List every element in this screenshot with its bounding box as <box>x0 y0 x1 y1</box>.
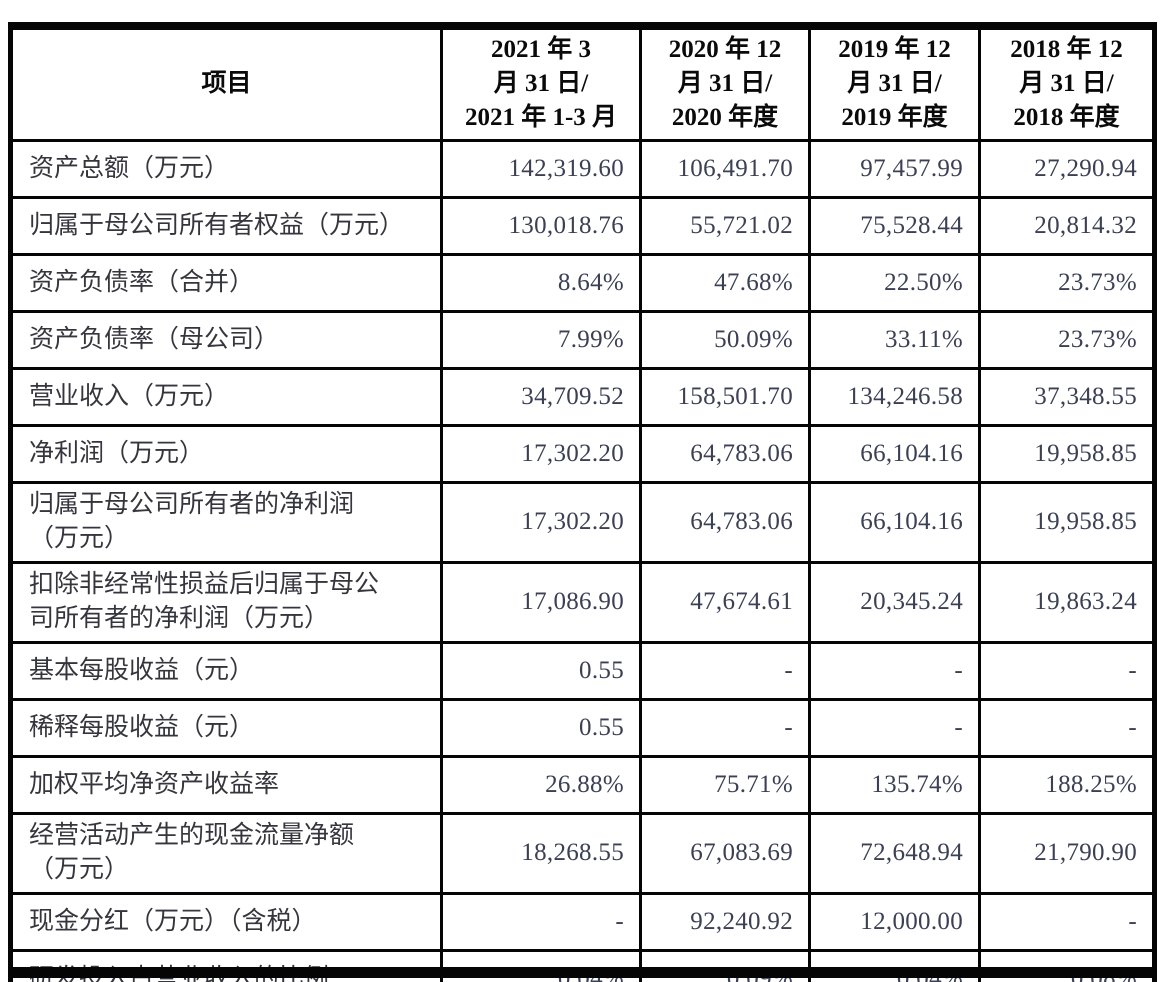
cell-value: 158,501.70 <box>639 366 811 427</box>
table-row-basic-eps: 基本每股收益（元） 0.55 - - - <box>9 640 1156 701</box>
cell-value: 97,457.99 <box>808 138 981 199</box>
table-row-weighted-avg-roe: 加权平均净资产收益率 26.88% 75.71% 135.74% 188.25% <box>9 754 1156 815</box>
cell-value: 130,018.76 <box>440 195 642 256</box>
cell-value: 72,648.94 <box>808 811 981 895</box>
cell-value: 12,000.00 <box>808 891 981 952</box>
cell-value: 20,345.24 <box>808 560 981 644</box>
cell-value: 17,302.20 <box>440 423 642 484</box>
cell-value: - <box>978 891 1156 952</box>
cell-value: 135.74% <box>808 754 981 815</box>
table-header-row: 项目 2021 年 3 月 31 日/ 2021 年 1-3 月 2020 年 … <box>9 24 1156 142</box>
cell-value: - <box>978 640 1156 701</box>
col-header-2018: 2018 年 12 月 31 日/ 2018 年度 <box>978 24 1156 142</box>
table-bottom-rule <box>8 967 1156 978</box>
cell-value: 7.99% <box>440 309 642 370</box>
col-header-2019: 2019 年 12 月 31 日/ 2019 年度 <box>808 24 981 142</box>
cell-value: 18,268.55 <box>440 811 642 895</box>
table-row-debt-ratio-consolidated: 资产负债率（合并） 8.64% 47.68% 22.50% 23.73% <box>9 252 1156 313</box>
row-label: 稀释每股收益（元） <box>9 697 443 758</box>
cell-value: 8.64% <box>440 252 642 313</box>
row-label: 净利润（万元） <box>9 423 443 484</box>
cell-value: - <box>978 697 1156 758</box>
table-row-revenue: 营业收入（万元） 34,709.52 158,501.70 134,246.58… <box>9 366 1156 427</box>
cell-value: 21,790.90 <box>978 811 1156 895</box>
col-header-2020: 2020 年 12 月 31 日/ 2020 年度 <box>639 24 811 142</box>
row-label: 扣除非经常性损益后归属于母公 司所有者的净利润（万元） <box>9 560 443 644</box>
col-header-2021: 2021 年 3 月 31 日/ 2021 年 1-3 月 <box>440 24 642 142</box>
cell-value: 50.09% <box>639 309 811 370</box>
table-row-parent-equity: 归属于母公司所有者权益（万元） 130,018.76 55,721.02 75,… <box>9 195 1156 256</box>
cell-value: 19,958.85 <box>978 423 1156 484</box>
col-header-item: 项目 <box>9 24 443 142</box>
cell-value: 37,348.55 <box>978 366 1156 427</box>
table-row-net-profit: 净利润（万元） 17,302.20 64,783.06 66,104.16 19… <box>9 423 1156 484</box>
cell-value: 188.25% <box>978 754 1156 815</box>
financial-summary-table: 项目 2021 年 3 月 31 日/ 2021 年 1-3 月 2020 年 … <box>8 22 1157 982</box>
cell-value: 75,528.44 <box>808 195 981 256</box>
cell-value: 22.50% <box>808 252 981 313</box>
row-label: 归属于母公司所有者权益（万元） <box>9 195 443 256</box>
table-row-operating-cash-flow: 经营活动产生的现金流量净额 （万元） 18,268.55 67,083.69 7… <box>9 811 1156 895</box>
cell-value: 0.55 <box>440 640 642 701</box>
table-row-diluted-eps: 稀释每股收益（元） 0.55 - - - <box>9 697 1156 758</box>
cell-value: 92,240.92 <box>639 891 811 952</box>
cell-value: 17,086.90 <box>440 560 642 644</box>
cell-value: 26.88% <box>440 754 642 815</box>
cell-value: 75.71% <box>639 754 811 815</box>
cell-value: - <box>808 640 981 701</box>
table-row-debt-ratio-parent: 资产负债率（母公司） 7.99% 50.09% 33.11% 23.73% <box>9 309 1156 370</box>
row-label: 营业收入（万元） <box>9 366 443 427</box>
cell-value: 47,674.61 <box>639 560 811 644</box>
cell-value: 64,783.06 <box>639 423 811 484</box>
table-row-net-profit-excl-nonrecurring: 扣除非经常性损益后归属于母公 司所有者的净利润（万元） 17,086.90 47… <box>9 560 1156 644</box>
cell-value: 67,083.69 <box>639 811 811 895</box>
cell-value: 34,709.52 <box>440 366 642 427</box>
row-label: 加权平均净资产收益率 <box>9 754 443 815</box>
cell-value: - <box>808 697 981 758</box>
cell-value: 19,863.24 <box>978 560 1156 644</box>
row-label: 资产负债率（合并） <box>9 252 443 313</box>
cell-value: 142,319.60 <box>440 138 642 199</box>
cell-value: 33.11% <box>808 309 981 370</box>
cell-value: 47.68% <box>639 252 811 313</box>
cell-value: 27,290.94 <box>978 138 1156 199</box>
cell-value: - <box>639 697 811 758</box>
cell-value: 66,104.16 <box>808 480 981 564</box>
cell-value: 106,491.70 <box>639 138 811 199</box>
row-label: 经营活动产生的现金流量净额 （万元） <box>9 811 443 895</box>
cell-value: 66,104.16 <box>808 423 981 484</box>
table-row-total-assets: 资产总额（万元） 142,319.60 106,491.70 97,457.99… <box>9 138 1156 199</box>
cell-value: 23.73% <box>978 252 1156 313</box>
row-label: 资产总额（万元） <box>9 138 443 199</box>
cell-value: 17,302.20 <box>440 480 642 564</box>
cell-value: 55,721.02 <box>639 195 811 256</box>
cell-value: 23.73% <box>978 309 1156 370</box>
row-label: 资产负债率（母公司） <box>9 309 443 370</box>
cell-value: 19,958.85 <box>978 480 1156 564</box>
row-label: 基本每股收益（元） <box>9 640 443 701</box>
cell-value: 20,814.32 <box>978 195 1156 256</box>
cell-value: 134,246.58 <box>808 366 981 427</box>
row-label: 现金分红（万元）（含税） <box>9 891 443 952</box>
cell-value: 64,783.06 <box>639 480 811 564</box>
cell-value: - <box>639 640 811 701</box>
row-label: 归属于母公司所有者的净利润 （万元） <box>9 480 443 564</box>
cell-value: - <box>440 891 642 952</box>
table-row-cash-dividend: 现金分红（万元）（含税） - 92,240.92 12,000.00 - <box>9 891 1156 952</box>
table-row-net-profit-parent: 归属于母公司所有者的净利润 （万元） 17,302.20 64,783.06 6… <box>9 480 1156 564</box>
cell-value: 0.55 <box>440 697 642 758</box>
